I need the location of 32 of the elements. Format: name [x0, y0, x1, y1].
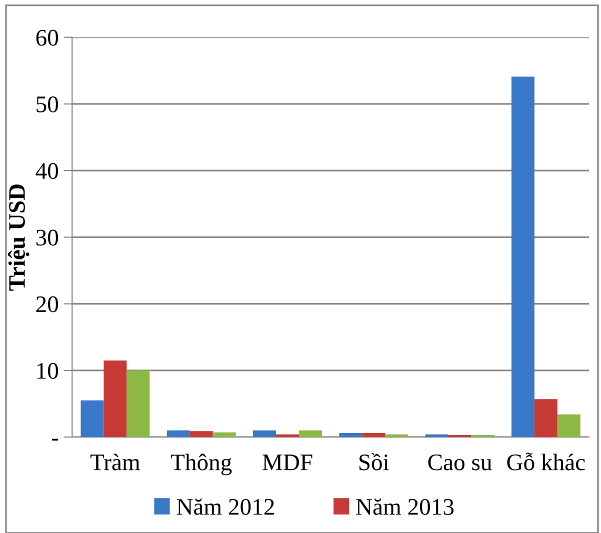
bar: [557, 414, 580, 438]
bar: [425, 434, 448, 438]
legend-label: Năm 2012: [176, 498, 274, 515]
bar: [298, 430, 322, 438]
y-tick-label: 50: [36, 96, 58, 112]
x-tick-label: Thông: [170, 454, 232, 476]
x-tick-label: MDF: [262, 454, 312, 470]
bar: [339, 433, 362, 438]
bar: [362, 433, 386, 438]
bar: [126, 370, 150, 438]
y-tick-label: 60: [36, 30, 58, 46]
bar: [385, 434, 408, 438]
bar: [212, 432, 236, 438]
bar: [276, 434, 299, 438]
y-tick-label: 30: [36, 230, 58, 246]
x-tick-label: Tràm: [90, 454, 140, 470]
y-tick-label: 20: [36, 296, 58, 312]
y-tick-label: 10: [37, 362, 58, 379]
x-tick-label: Gỗ khác: [507, 452, 585, 470]
bar: [104, 360, 127, 438]
bar: [80, 400, 104, 438]
bar: [190, 431, 213, 438]
bar: [166, 430, 190, 438]
bar: [253, 430, 276, 438]
bar: [511, 76, 534, 438]
x-tick-label: Cao su: [428, 454, 492, 470]
y-tick-label: -: [52, 438, 58, 441]
y-tick-label: 40: [36, 163, 58, 179]
y-axis-title: Triệu USD: [8, 184, 30, 291]
bar: [534, 399, 558, 438]
x-tick-label: Sồi: [359, 453, 389, 470]
legend-label: Năm 2013: [356, 498, 454, 515]
